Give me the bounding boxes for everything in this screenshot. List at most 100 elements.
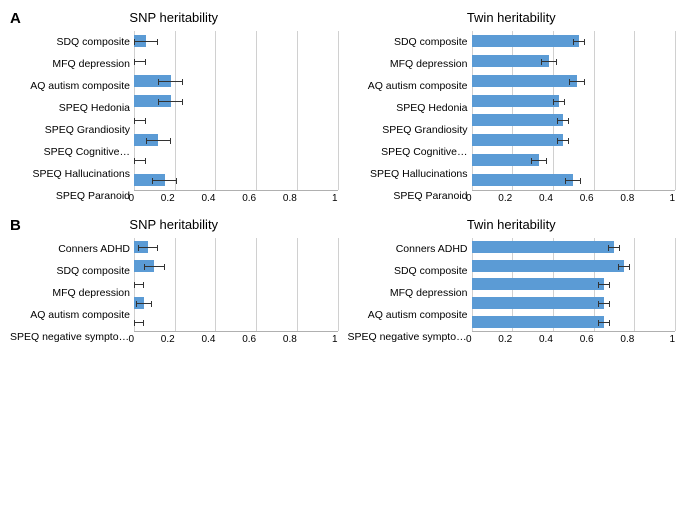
bar-row <box>472 295 676 311</box>
error-bar <box>569 81 585 82</box>
category-label: SPEQ Hedonia <box>10 103 130 114</box>
category-label: Conners ADHD <box>10 244 130 255</box>
bar-row <box>134 295 338 311</box>
category-label: SPEQ Grandiosity <box>10 125 130 136</box>
bar-row <box>134 112 338 128</box>
bar-row <box>134 33 338 49</box>
category-label: SPEQ Hedonia <box>348 103 468 114</box>
bar-row <box>472 276 676 292</box>
category-label: MFQ depression <box>348 59 468 70</box>
bar <box>472 114 564 126</box>
bar-row <box>134 276 338 292</box>
chart-title: Twin heritability <box>467 10 556 25</box>
error-bar <box>618 266 630 267</box>
bar-row <box>472 172 676 188</box>
category-label: SDQ composite <box>10 37 130 48</box>
bar <box>472 134 564 146</box>
bar-row <box>472 258 676 274</box>
category-label: SPEQ negative symptoms <box>348 332 468 343</box>
panel-a-snp-chart: SNP heritability SDQ composite MFQ depress… <box>10 10 338 207</box>
category-label: SPEQ Paranoid <box>348 191 468 202</box>
error-bar <box>531 160 547 161</box>
category-label: SDQ composite <box>10 266 130 277</box>
chart-title: SNP heritability <box>129 217 218 232</box>
error-bar <box>598 322 610 323</box>
bar <box>472 241 614 253</box>
error-bar <box>598 284 610 285</box>
panel-a: A SNP heritability SDQ composite MFQ depre… <box>10 10 675 207</box>
error-bar <box>573 41 585 42</box>
bar <box>472 316 604 328</box>
bar-row <box>134 73 338 89</box>
error-bar <box>134 160 146 161</box>
category-label: MFQ depression <box>10 288 130 299</box>
bar <box>472 35 580 47</box>
bar-row <box>134 53 338 69</box>
error-bar <box>144 266 164 267</box>
bar <box>472 260 625 272</box>
bar-row <box>134 93 338 109</box>
category-label: AQ autism composite <box>10 81 130 92</box>
error-bar <box>608 247 620 248</box>
error-bar <box>598 303 610 304</box>
error-bar <box>553 101 565 102</box>
category-label: SPEQ Cognitive… <box>10 147 130 158</box>
category-label: AQ autism composite <box>10 310 130 321</box>
error-bar <box>136 303 152 304</box>
panel-a-label: A <box>10 10 21 27</box>
error-bar <box>134 41 158 42</box>
bar-row <box>472 314 676 330</box>
bar-row <box>472 33 676 49</box>
error-bar <box>138 247 158 248</box>
panel-b-label: B <box>10 217 21 234</box>
error-bar <box>557 120 569 121</box>
category-label: SPEQ Hallucinations <box>10 169 130 180</box>
chart-title: SNP heritability <box>129 10 218 25</box>
bar-row <box>134 172 338 188</box>
category-label: Conners ADHD <box>348 244 468 255</box>
bar-row <box>134 258 338 274</box>
category-label: SPEQ Paranoid <box>10 191 130 202</box>
bar-row <box>472 93 676 109</box>
category-label: SPEQ Grandiosity <box>348 125 468 136</box>
bar <box>472 75 578 87</box>
error-bar <box>158 101 182 102</box>
bar <box>472 278 604 290</box>
error-bar <box>146 140 170 141</box>
bar-row <box>472 239 676 255</box>
bar-row <box>472 73 676 89</box>
error-bar <box>565 180 581 181</box>
error-bar <box>134 284 144 285</box>
panel-b-twin-chart: Twin heritability Conners ADHD SDQ composi… <box>348 217 676 348</box>
category-label: AQ autism composite <box>348 81 468 92</box>
error-bar <box>152 180 176 181</box>
error-bar <box>134 322 144 323</box>
bar-row <box>134 239 338 255</box>
error-bar <box>134 61 146 62</box>
category-label: SPEQ Hallucinations <box>348 169 468 180</box>
chart-title: Twin heritability <box>467 217 556 232</box>
panel-b-snp-chart: SNP heritability Conners ADHD SDQ composit… <box>10 217 338 348</box>
bar-row <box>472 132 676 148</box>
category-label: SDQ composite <box>348 266 468 277</box>
bar <box>472 95 560 107</box>
figure: A SNP heritability SDQ composite MFQ depre… <box>10 10 675 348</box>
bar <box>472 55 549 67</box>
category-label: SPEQ negative symptoms <box>10 332 130 343</box>
category-label: AQ autism composite <box>348 310 468 321</box>
bar-row <box>472 112 676 128</box>
error-bar <box>134 120 146 121</box>
category-label: MFQ depression <box>348 288 468 299</box>
error-bar <box>541 61 557 62</box>
bar <box>472 297 604 309</box>
category-label: SPEQ Cognitive… <box>348 147 468 158</box>
panel-b: B SNP heritability Conners ADHD SDQ compos… <box>10 217 675 348</box>
bar-row <box>472 53 676 69</box>
category-label: MFQ depression <box>10 59 130 70</box>
bar-row <box>134 132 338 148</box>
error-bar <box>158 81 182 82</box>
bar-row <box>134 152 338 168</box>
bar <box>472 174 574 186</box>
bar-row <box>472 152 676 168</box>
error-bar <box>557 140 569 141</box>
